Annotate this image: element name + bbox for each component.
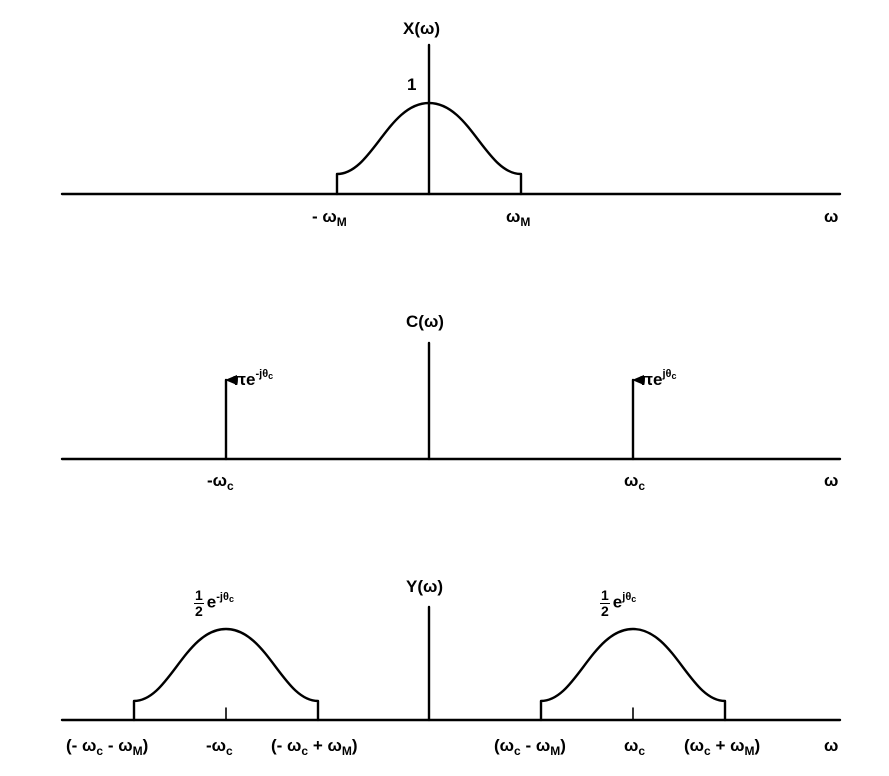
x-neg-band-edge-label: - ωM	[312, 207, 347, 229]
c-left-impulse-label: πe-jθc	[233, 368, 274, 389]
x-pos-band-edge-label: ωM	[506, 207, 531, 229]
y-tick-label-6: (ωc + ωM)	[684, 736, 761, 758]
y-tick-label-5: ωc	[624, 736, 646, 758]
y-tick-label-2: -ωc	[206, 736, 233, 758]
y-tick-label-1: (- ωc - ωM)	[66, 736, 149, 758]
x-panel-title: X(ω)	[403, 19, 441, 38]
y-left-spectrum-curve	[132, 627, 320, 722]
y-tick-label-4: (ωc - ωM)	[494, 736, 566, 758]
y-left-peak-label: 1 2 e-jθc	[194, 587, 234, 619]
y-right-peak-label: 1 2 ejθc	[600, 587, 637, 619]
c-panel-title: C(ω)	[406, 312, 444, 331]
c-axis-variable-label: ω	[824, 471, 839, 490]
x-peak-label: 1	[407, 75, 417, 94]
c-neg-carrier-label: -ωc	[207, 471, 234, 493]
y-right-spectrum-curve	[539, 627, 727, 722]
c-pos-carrier-label: ωc	[624, 471, 646, 493]
y-axis-variable-label: ω	[824, 736, 839, 755]
x-axis-variable-label: ω	[824, 207, 839, 226]
c-right-impulse-label: πejθc	[640, 368, 677, 389]
x-spectrum-curve	[335, 101, 523, 196]
y-panel-title: Y(ω)	[406, 577, 444, 596]
y-tick-label-3: (- ωc + ωM)	[271, 736, 358, 758]
